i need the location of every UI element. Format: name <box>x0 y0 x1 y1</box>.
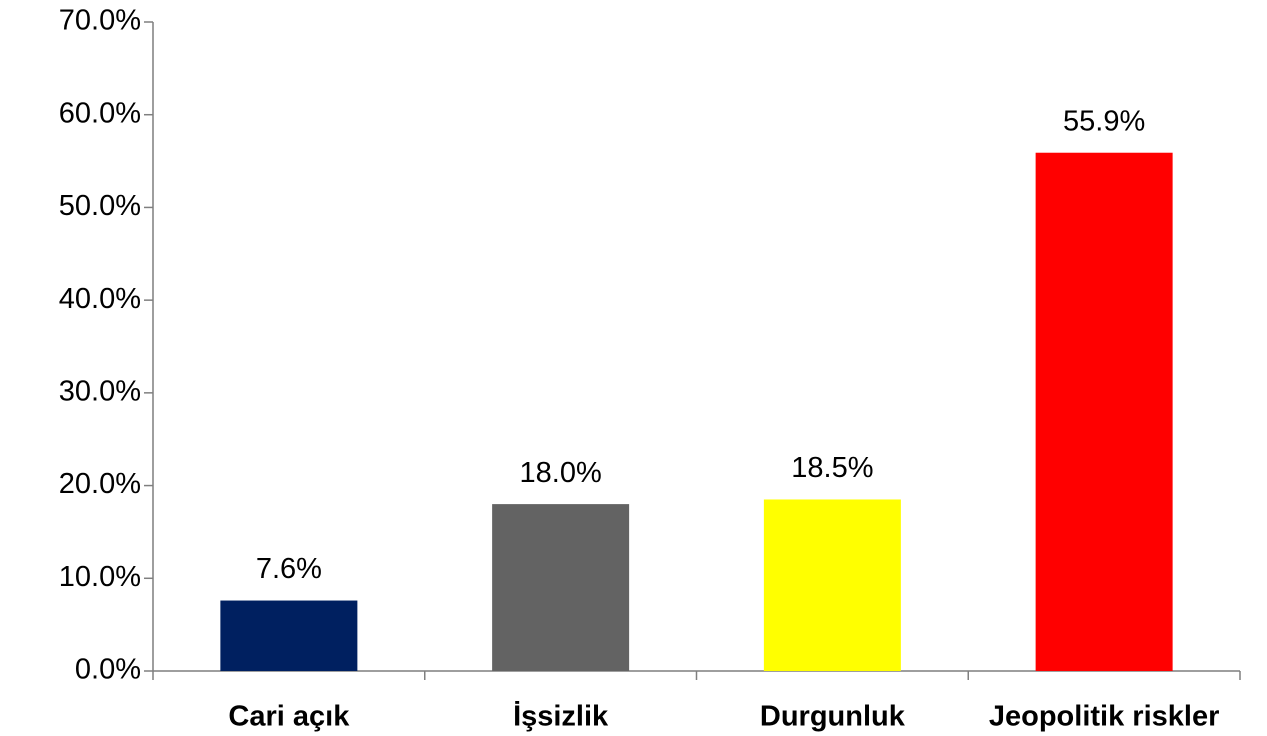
y-tick-label: 10.0% <box>59 561 141 593</box>
value-label: 18.5% <box>791 452 873 484</box>
y-tick-label: 70.0% <box>59 5 141 37</box>
x-tick-label: Jeopolitik riskler <box>989 701 1220 733</box>
bar <box>492 504 630 671</box>
bar <box>763 499 901 671</box>
x-tick-label: Durgunluk <box>760 701 906 733</box>
bar <box>220 600 358 671</box>
y-tick-label: 20.0% <box>59 468 141 500</box>
x-tick-label: Cari açık <box>228 701 350 733</box>
y-tick-label: 60.0% <box>59 97 141 129</box>
value-label: 55.9% <box>1063 105 1145 137</box>
value-label: 7.6% <box>256 553 322 585</box>
value-label: 18.0% <box>520 457 602 489</box>
y-tick-label: 30.0% <box>59 376 141 408</box>
bar <box>1035 152 1173 671</box>
y-tick-label: 50.0% <box>59 190 141 222</box>
y-tick-label: 0.0% <box>75 654 141 686</box>
y-tick-label: 40.0% <box>59 283 141 315</box>
x-tick-label: İşsizlik <box>513 701 609 733</box>
